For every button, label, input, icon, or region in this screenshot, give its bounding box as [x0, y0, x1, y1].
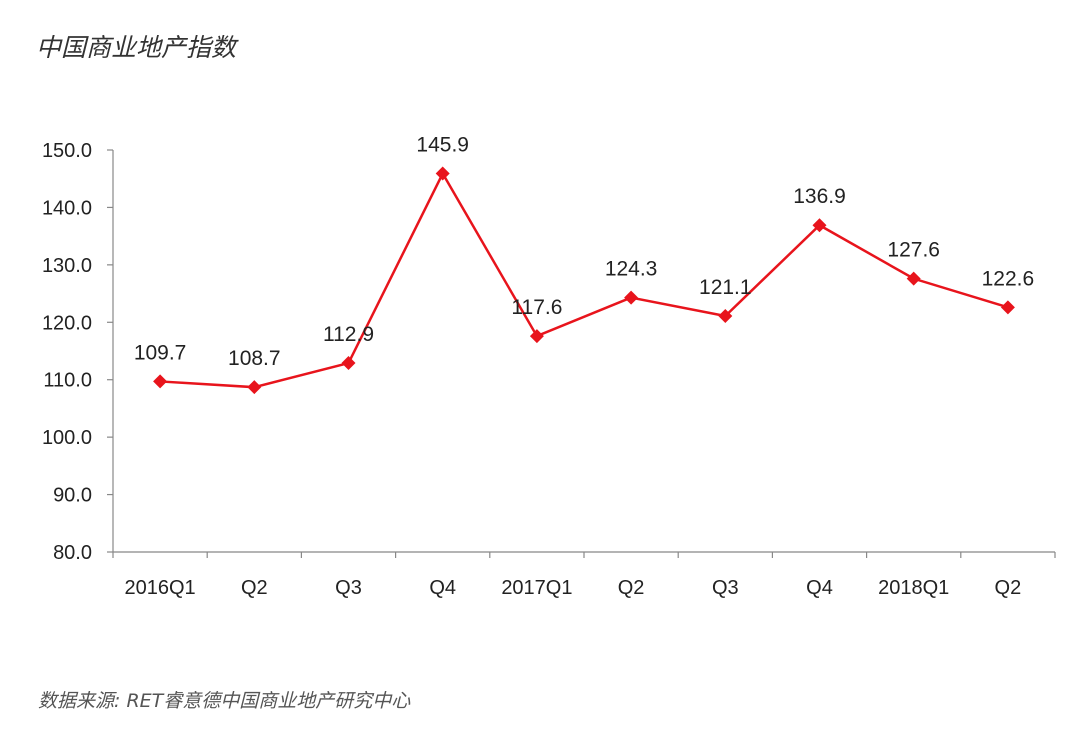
y-tick-label: 110.0 — [43, 370, 92, 392]
data-label: 117.6 — [511, 296, 562, 319]
chart-title: 中国商业地产指数 — [36, 33, 237, 62]
data-label: 109.7 — [134, 341, 187, 364]
y-tick-label: 80.0 — [53, 542, 92, 564]
data-point — [435, 166, 450, 181]
y-tick-label: 150.0 — [42, 140, 92, 162]
series-line — [160, 170, 1009, 389]
data-point — [718, 308, 733, 323]
x-tick-label: Q4 — [806, 577, 833, 599]
chart-source: 数据来源: RET睿意德中国商业地产研究中心 — [38, 690, 411, 712]
data-point — [624, 290, 639, 305]
data-label: 127.6 — [887, 239, 940, 262]
data-point — [906, 271, 921, 286]
x-tick-label: 2018Q1 — [878, 577, 949, 599]
data-label: 121.1 — [699, 276, 752, 299]
data-point — [341, 356, 356, 371]
y-tick-label: 130.0 — [42, 255, 92, 277]
data-point — [1000, 300, 1015, 315]
data-label: 112.9 — [323, 323, 374, 346]
x-tick-label: Q3 — [712, 577, 739, 599]
data-point — [529, 329, 544, 344]
data-point — [812, 218, 827, 233]
data-label: 108.7 — [228, 347, 281, 370]
x-tick-label: Q3 — [335, 577, 362, 599]
y-tick-label: 120.0 — [42, 312, 92, 334]
x-tick-label: Q4 — [429, 577, 456, 599]
data-label: 145.9 — [416, 134, 469, 157]
x-tick-label: 2017Q1 — [501, 577, 572, 599]
data-point — [247, 380, 262, 395]
data-label: 124.3 — [605, 258, 658, 281]
x-tick-label: Q2 — [995, 577, 1022, 599]
y-tick-label: 140.0 — [42, 197, 92, 219]
y-tick-label: 100.0 — [42, 427, 92, 449]
data-label: 122.6 — [982, 267, 1035, 290]
x-tick-label: Q2 — [618, 577, 645, 599]
y-tick-label: 90.0 — [53, 485, 92, 507]
data-label: 136.9 — [793, 185, 846, 208]
x-tick-label: 2016Q1 — [125, 577, 196, 599]
x-tick-label: Q2 — [241, 577, 268, 599]
data-point — [153, 374, 168, 389]
